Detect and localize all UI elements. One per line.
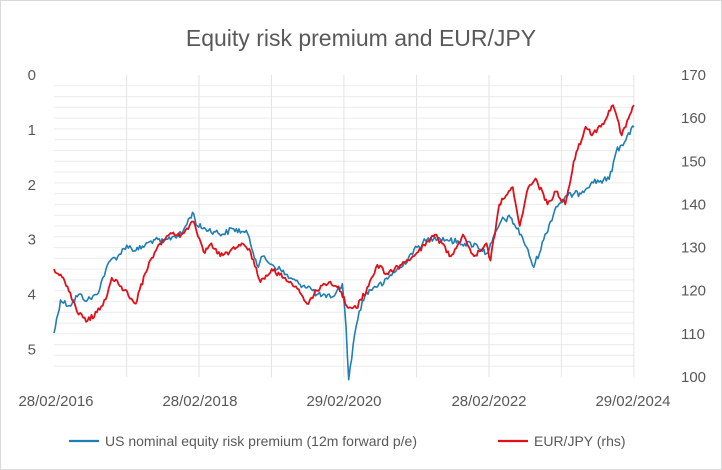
x-tick-label: 28/02/2022 — [451, 393, 526, 410]
x-tick-label: 29/02/2020 — [306, 393, 381, 410]
x-tick-label: 28/02/2018 — [162, 393, 237, 410]
legend-label: US nominal equity risk premium (12m forw… — [105, 433, 417, 449]
y-left-tick-label: 0 — [28, 67, 36, 84]
y-left-tick-label: 4 — [28, 287, 36, 304]
y-right-tick-label: 130 — [681, 240, 706, 257]
series-line-equity-risk-premium — [53, 125, 635, 381]
chart-title: Equity risk premium and EUR/JPY — [186, 25, 536, 51]
y-right-tick-label: 150 — [681, 153, 706, 170]
y-right-tick-label: 110 — [681, 326, 705, 343]
legend: US nominal equity risk premium (12m forw… — [69, 433, 626, 449]
grid-layer — [54, 75, 635, 377]
y-right-tick-label: 160 — [681, 110, 706, 127]
y-left-tick-label: 3 — [28, 232, 36, 249]
series-layer — [53, 104, 635, 381]
y-right-tick-label: 140 — [681, 196, 706, 213]
y-left-tick-label: 5 — [28, 342, 36, 359]
series-line-eur-jpy — [53, 104, 635, 323]
y-right-tick-label: 100 — [681, 369, 706, 386]
y-right-tick-label: 120 — [681, 283, 706, 300]
y-right-tick-label: 170 — [681, 67, 706, 84]
axis-layer: 0 1 2 3 4 5 100 110 120 130 140 150 160 170 28/02/2016… — [18, 67, 706, 410]
y-left-tick-label: 1 — [28, 122, 36, 139]
y-left-tick-label: 2 — [28, 177, 36, 194]
x-tick-label: 29/02/2024 — [595, 393, 670, 410]
legend-label: EUR/JPY (rhs) — [534, 433, 626, 449]
x-tick-label: 28/02/2016 — [18, 393, 93, 410]
